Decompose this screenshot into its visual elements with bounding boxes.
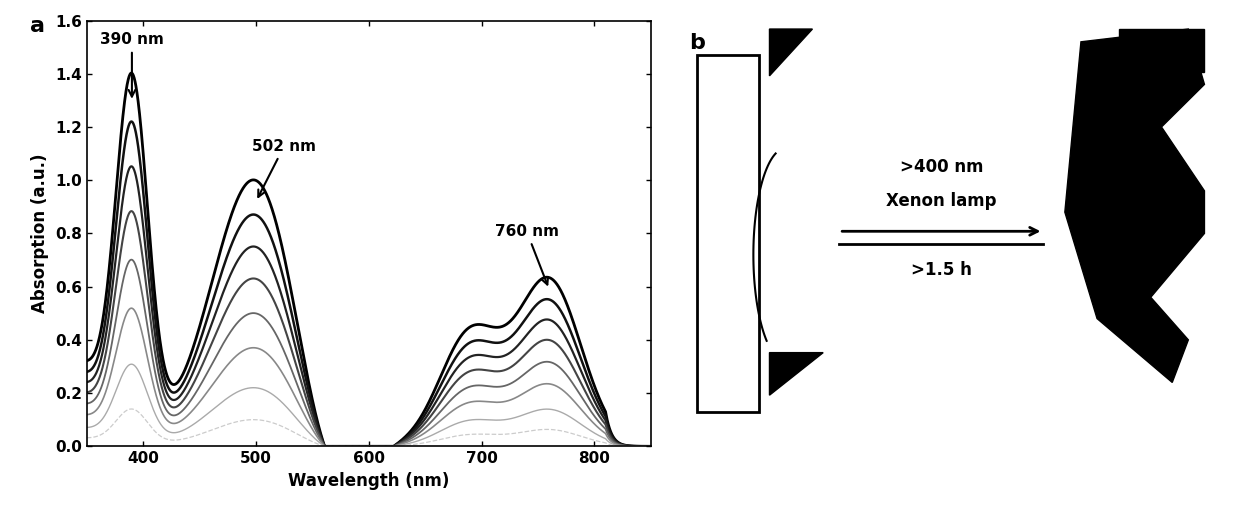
Text: 502 nm: 502 nm [252,139,316,197]
Text: b: b [689,33,704,53]
Text: Xenon lamp: Xenon lamp [887,192,997,210]
Polygon shape [1065,29,1204,383]
Text: 760 nm: 760 nm [495,224,558,285]
Text: >400 nm: >400 nm [899,158,983,176]
X-axis label: Wavelength (nm): Wavelength (nm) [288,472,449,490]
Text: a: a [31,16,46,36]
Polygon shape [770,352,823,395]
Text: 390 nm: 390 nm [100,32,164,96]
Polygon shape [770,29,812,76]
Text: >1.5 h: >1.5 h [911,261,972,279]
Bar [1118,29,1204,72]
Bar [697,54,759,412]
Y-axis label: Absorption (a.u.): Absorption (a.u.) [31,154,50,313]
